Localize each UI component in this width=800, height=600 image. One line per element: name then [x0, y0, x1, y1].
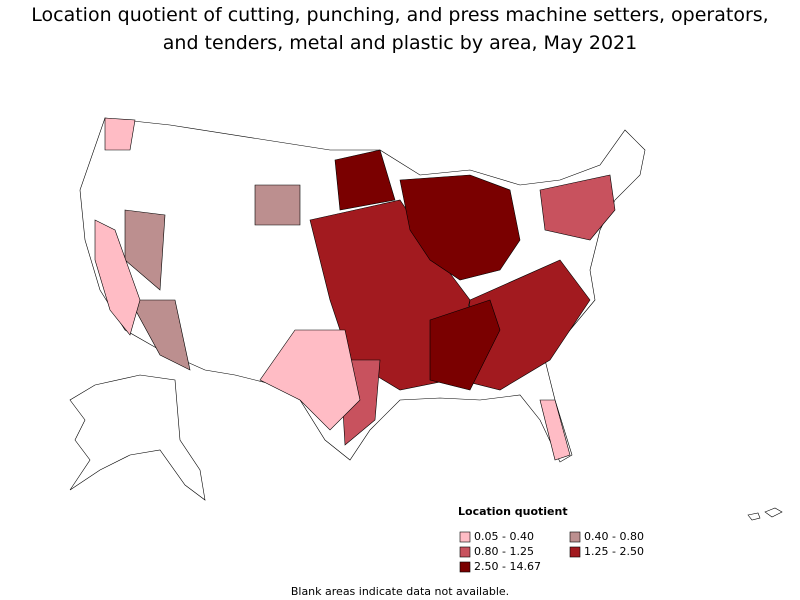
region	[399, 174, 521, 281]
legend-swatch	[459, 531, 471, 543]
legend-label: 1.25 - 2.50	[584, 545, 644, 558]
region	[259, 329, 361, 431]
region	[334, 149, 396, 211]
legend-label: 0.40 - 0.80	[584, 530, 644, 543]
region	[539, 399, 571, 461]
region	[104, 117, 136, 151]
footnote: Blank areas indicate data not available.	[291, 585, 509, 598]
legend-swatch	[459, 561, 471, 573]
region	[539, 174, 616, 241]
region	[429, 299, 501, 391]
region	[129, 299, 191, 371]
region	[124, 209, 166, 291]
title-line: Location quotient of cutting, punching, …	[31, 4, 768, 26]
region	[94, 219, 141, 336]
alaska	[69, 374, 206, 501]
legend-swatch	[569, 546, 581, 558]
legend-swatch	[459, 546, 471, 558]
hawaii	[747, 507, 783, 521]
legend-title: Location quotient	[458, 505, 568, 518]
map	[69, 117, 783, 521]
legend: Location quotient 0.05 - 0.40 0.40 - 0.80…	[458, 505, 644, 573]
legend-label: 0.05 - 0.40	[474, 530, 534, 543]
legend-swatch	[569, 531, 581, 543]
legend-label: 0.80 - 1.25	[474, 545, 534, 558]
title-line: and tenders, metal and plastic by area, …	[163, 32, 637, 54]
region	[254, 184, 301, 226]
legend-label: 2.50 - 14.67	[474, 560, 541, 573]
